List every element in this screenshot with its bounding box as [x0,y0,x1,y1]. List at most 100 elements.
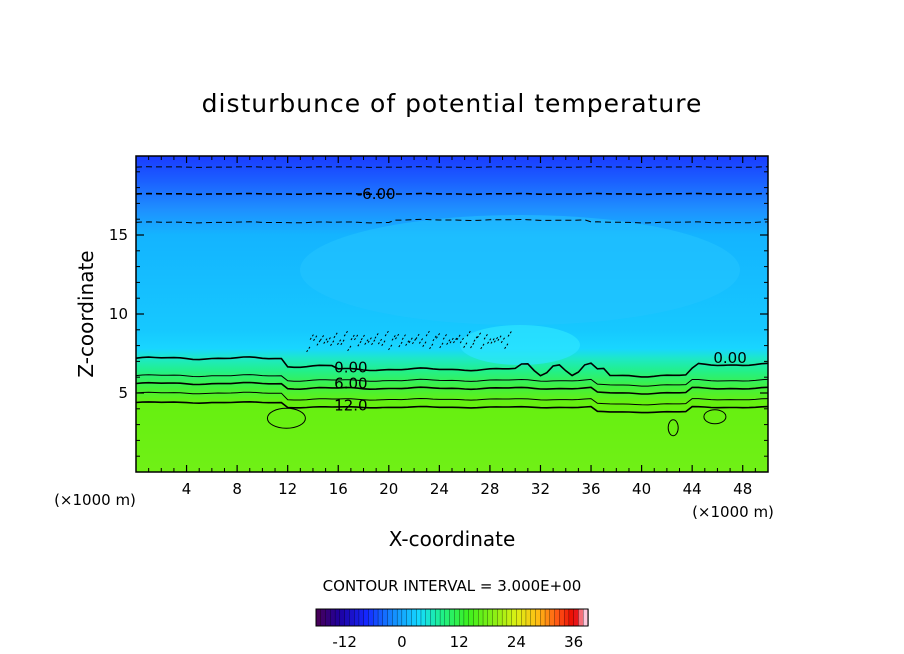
colorbar-cell [354,608,360,627]
colorbar-cell [363,608,370,627]
x-tick-label: 24 [430,480,449,498]
contour-label: 6.00 [334,375,367,393]
colorbar [315,608,589,627]
colorbar-cell [468,608,475,627]
colorbar-cell [549,608,556,627]
colorbar-cell [568,608,575,627]
colorbar-cell [459,608,465,627]
x-unit-right: (×1000 m) [692,503,774,521]
colorbar-cell [463,608,470,627]
colorbar-cell [482,608,489,627]
colorbar-ticks: -12 0 12 24 36 [332,633,583,651]
colorbar-cell [544,608,551,627]
x-tick-label: 4 [182,480,192,498]
contour-label: 0.00 [713,349,746,367]
colorbar-cell [401,608,408,627]
colorbar-cell [449,608,456,627]
colorbar-cell [411,608,417,627]
colorbar-cell [501,608,508,627]
colorbar-cell [573,608,580,627]
contour-line-9 [136,391,768,406]
contour-line-6 [136,381,768,395]
colorbar-tick-label: 12 [450,633,469,651]
colorbar-cell [525,608,532,627]
contour-label: -6.00 [357,185,396,203]
x-tick-label: 8 [232,480,242,498]
colorbar-cell [430,608,436,627]
x-tick-label: 28 [480,480,499,498]
x-axis-ticks: 4 8 12 16 20 24 28 32 36 40 44 48 [148,156,756,498]
colorbar-cell [368,608,374,627]
x-tick-label: 32 [531,480,550,498]
colorbar-cell [521,608,527,627]
colorbar-cell [492,608,498,627]
x-tick-label: 48 [733,480,752,498]
colorbar-cell [530,608,537,627]
colorbar-cell [563,608,570,627]
contour-line-neg3 [136,218,768,224]
colorbar-tick-label: 0 [397,633,407,651]
colorbar-cell [330,608,336,627]
contour-line-0 [136,356,768,378]
field-bulge [300,215,740,325]
colorbar-cell [396,608,403,627]
y-axis-ticks: 5 10 15 [109,171,768,457]
colorbar-cell [320,608,327,627]
x-tick-label: 16 [329,480,348,498]
colorbar-cell [535,608,541,627]
colorbar-tick-label: 36 [564,633,583,651]
contour-label: 12.0 [334,397,367,415]
colorbar-cell [334,608,341,627]
x-tick-label: 40 [632,480,651,498]
closed-contour-b [703,409,727,425]
colorbar-cell [339,608,346,627]
contour-line-12 [136,400,768,414]
colorbar-tick-label: 24 [507,633,526,651]
colorbar-cell [387,608,393,627]
colorbar-cell [435,608,441,627]
colorbar-cell [516,608,522,627]
colorbar-cell [506,608,513,627]
colorbar-cell [349,608,355,627]
colorbar-cell [325,608,331,627]
contour-line-3 [136,374,768,387]
colorbar-cell [344,608,351,627]
colorbar-cell [473,608,479,627]
colorbar-cell [425,608,432,627]
contour-line-neg9 [136,166,768,168]
colorbar-cell [358,608,365,627]
colorbar-frame [315,608,589,627]
colorbar-cell [416,608,422,627]
colorbar-cell [406,608,413,627]
closed-contour-c [667,419,679,437]
chart-title: disturbunce of potential temperature [202,89,703,118]
colorbar-cell [444,608,451,627]
colorbar-cell [454,608,460,627]
colorbar-cell [373,608,379,627]
x-tick-label: 44 [683,480,702,498]
colorbar-tick-label: -12 [332,633,357,651]
colorbar-cell [377,608,384,627]
colorbar-cell [497,608,503,627]
contour-label: 0.00 [334,359,367,377]
colorbar-cell [540,608,546,627]
colorbar-cell [554,608,561,627]
contour-line-neg6 [136,192,768,196]
x-tick-label: 20 [379,480,398,498]
closed-contour-a [266,407,306,429]
colorbar-cell [420,608,427,627]
colorbar-cell [439,608,446,627]
x-tick-label: 12 [278,480,297,498]
field-cyan-patch [460,325,580,365]
colorbar-cell [478,608,484,627]
y-tick-label: 15 [109,226,128,244]
y-tick-label: 5 [118,384,128,402]
colorbar-cell [487,608,494,627]
colorbar-cell [315,608,322,627]
y-tick-label: 10 [109,305,128,323]
colorbar-cell [382,608,389,627]
x-tick-label: 36 [581,480,600,498]
